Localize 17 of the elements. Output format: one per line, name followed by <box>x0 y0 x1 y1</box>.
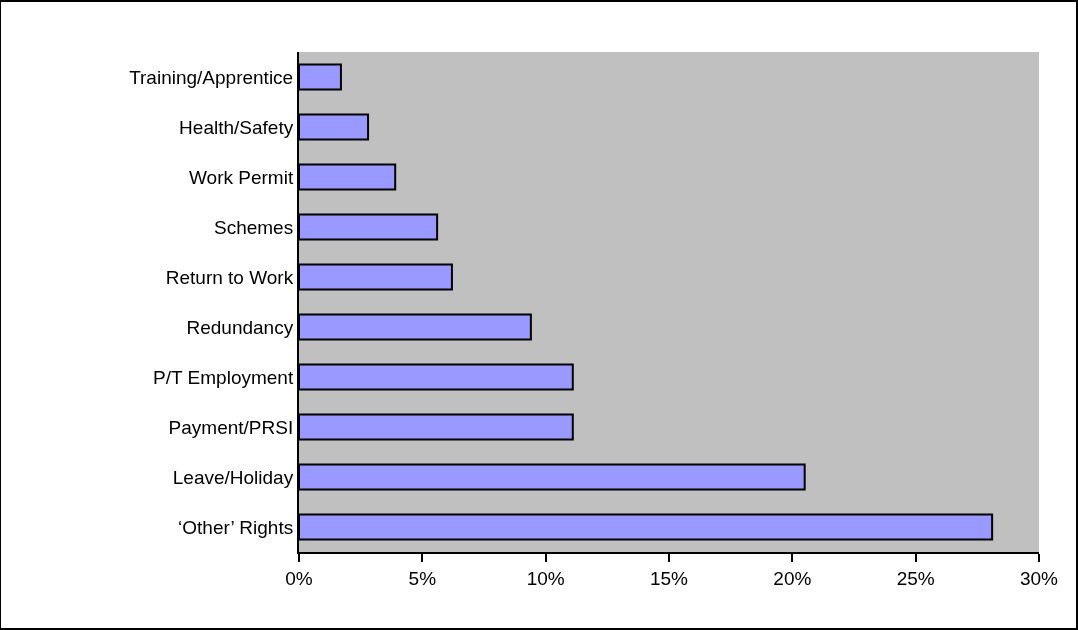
x-tick-label: 5% <box>408 567 437 589</box>
y-tick-label: P/T Employment <box>153 366 294 388</box>
x-tick-label: 0% <box>285 567 313 589</box>
x-tick-label: 20% <box>773 567 812 589</box>
y-tick-label: Redundancy <box>186 316 294 338</box>
y-tick-label: Training/Apprentice <box>129 66 294 88</box>
y-tick-label: Return to Work <box>165 266 294 288</box>
y-tick-label: Work Permit <box>189 166 294 188</box>
y-tick-label: Health/Safety <box>179 116 294 138</box>
x-tick-label: 25% <box>896 567 935 589</box>
y-tick-label: Schemes <box>214 216 294 238</box>
y-tick-label: Leave/Holiday <box>172 466 294 488</box>
x-tick-label: 30% <box>1019 567 1059 589</box>
y-tick-label: ‘Other’ Rights <box>178 516 294 538</box>
y-tick-label: Payment/PRSI <box>168 416 294 438</box>
x-tick-label: 10% <box>526 567 565 589</box>
x-tick-label: 15% <box>649 567 689 589</box>
